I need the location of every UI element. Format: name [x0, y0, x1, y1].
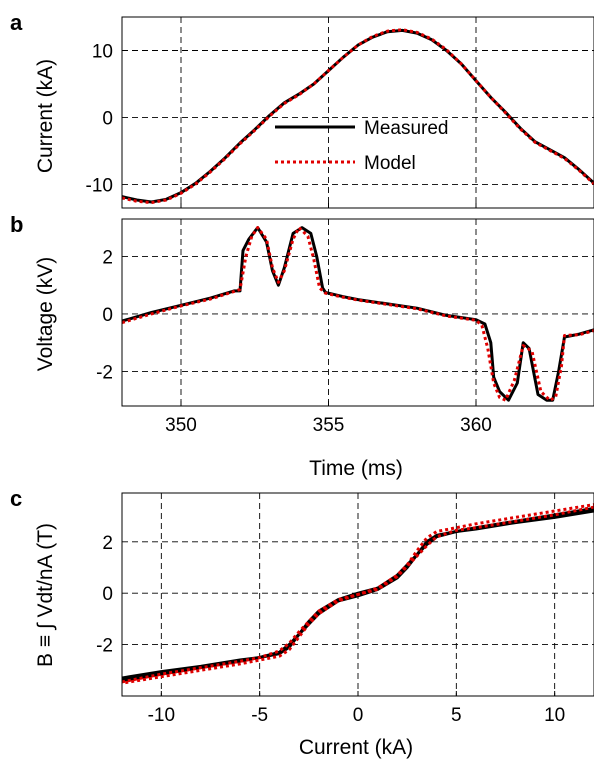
panel-b-y-tick-label: -2: [96, 362, 113, 383]
panel-a-plot-frame: [121, 16, 594, 209]
panel-c-x-axis-label: Current (kA): [299, 736, 413, 759]
panel-c-series-model-falling: [122, 505, 594, 685]
panel-c-y-tick-label: 0: [102, 584, 113, 605]
panel-a-y-tick-label: 0: [102, 109, 113, 130]
panel-c-x-tick-label: 5: [451, 705, 462, 726]
panel-a-y-tick-label: -10: [86, 176, 113, 197]
legend-label-measured: Measured: [364, 118, 449, 139]
panel-a-letter: a: [10, 10, 23, 35]
panel-b-x-tick-label: 355: [313, 415, 345, 436]
panel-c-y-axis-label: B ≡ ∫ Vdt/nA (T): [34, 523, 57, 667]
panel-b-y-tick-label: 0: [102, 305, 113, 326]
panel-c-x-tick-label: -5: [251, 705, 268, 726]
panel-a-y-axis-label: Current (kA): [34, 59, 57, 173]
panel-b-x-tick-label: 350: [165, 415, 197, 436]
panel-c-series-group: [122, 503, 594, 685]
panel-a-series-model: [122, 28, 594, 205]
panel-b-letter: b: [10, 212, 23, 237]
panel-b-voltage-vs-time: b Voltage (kV) Time (ms) 350 355 360 -2 0 2: [10, 212, 594, 480]
panel-b-x-tick-label: 360: [460, 415, 492, 436]
panel-b-plot-frame: [121, 218, 594, 407]
panel-c-plot-frame: [121, 492, 594, 697]
panel-c-x-tick-label: 10: [544, 705, 565, 726]
panel-c-hysteresis: c B ≡ ∫ Vdt/nA (T) Current (kA) -10 -5 0 5 1…: [10, 486, 594, 759]
panel-a-series-measured: [122, 28, 594, 204]
panel-c-x-tick-label: -10: [148, 705, 175, 726]
panel-a-y-tick-label: 10: [92, 42, 113, 63]
legend-label-model: Model: [364, 153, 416, 174]
panel-b-series-group: [122, 226, 594, 402]
panel-a-current-vs-time: a Current (kA) -10 0 10 Measured Model: [10, 10, 594, 209]
panel-b-series-model: [122, 226, 594, 402]
panel-a-legend: Measured Model: [275, 118, 449, 174]
panel-b-y-axis-label: Voltage (kV): [34, 257, 57, 371]
panel-c-letter: c: [10, 486, 22, 511]
panel-b-x-axis-label: Time (ms): [309, 457, 403, 480]
panel-c-y-tick-label: 2: [102, 533, 113, 554]
panel-a-series-group: [122, 28, 594, 205]
panel-b-y-tick-label: 2: [102, 247, 113, 268]
panel-c-x-tick-label: 0: [353, 705, 364, 726]
panel-c-y-tick-label: -2: [96, 636, 113, 657]
